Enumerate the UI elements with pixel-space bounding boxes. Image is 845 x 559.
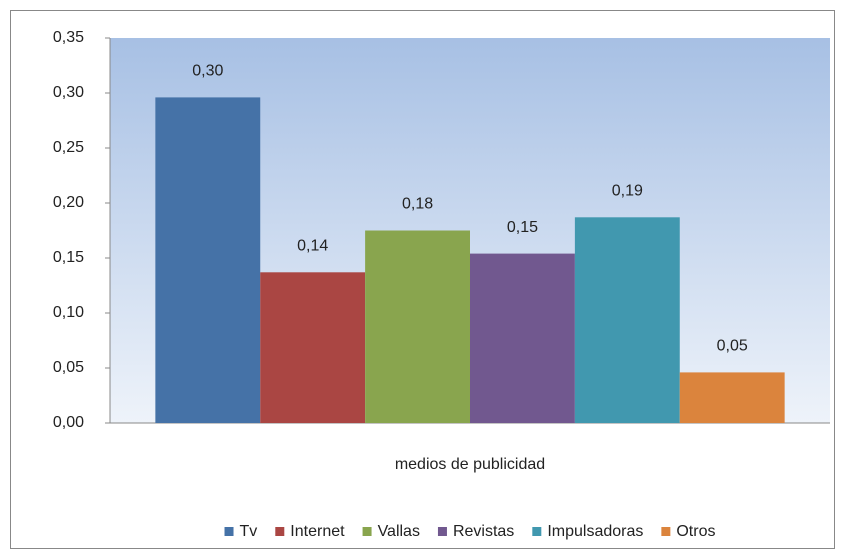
value-label: 0,19 [612, 183, 643, 200]
bar [679, 372, 785, 423]
value-label: 0,14 [297, 238, 328, 255]
y-tick-label: 0,35 [53, 29, 84, 46]
y-tick-label: 0,25 [53, 139, 84, 156]
bar [574, 217, 680, 423]
bar [155, 97, 261, 424]
bar [470, 253, 575, 423]
y-tick-label: 0,10 [53, 304, 84, 321]
value-label: 0,30 [192, 63, 223, 80]
legend-swatch [362, 527, 372, 536]
bar [365, 230, 470, 423]
legend-swatch [437, 527, 447, 536]
legend-label: Internet [290, 523, 345, 540]
legend-label: Otros [676, 523, 715, 540]
y-tick-label: 0,05 [53, 359, 84, 376]
x-tick-label: medios de publicidad [395, 456, 545, 473]
legend-swatch [532, 527, 542, 536]
legend-swatch [224, 527, 234, 536]
legend-label: Revistas [453, 523, 514, 540]
y-tick-label: 0,20 [53, 194, 84, 211]
y-tick-label: 0,15 [53, 249, 84, 266]
value-label: 0,18 [402, 196, 433, 213]
y-tick-label: 0,30 [53, 84, 84, 101]
value-label: 0,15 [507, 219, 538, 236]
legend-label: Impulsadoras [547, 523, 643, 540]
legend-label: Tv [240, 523, 258, 540]
legend-swatch [661, 527, 671, 536]
legend-label: Vallas [378, 523, 420, 540]
value-label: 0,05 [717, 338, 748, 355]
bar [260, 272, 366, 423]
y-tick-label: 0,00 [53, 414, 84, 431]
legend-swatch [275, 527, 285, 536]
